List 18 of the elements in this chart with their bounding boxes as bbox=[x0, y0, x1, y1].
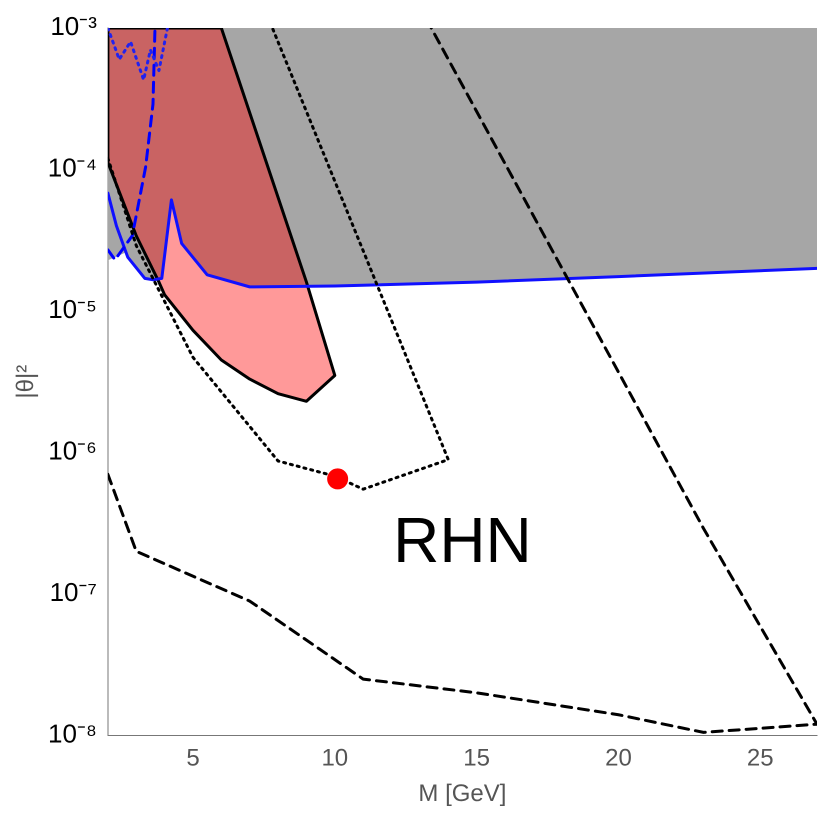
line-series bbox=[108, 28, 156, 262]
y-tick-label: 10⁻⁸ bbox=[48, 718, 97, 749]
y-tick-label: 10⁻⁷ bbox=[50, 577, 97, 608]
x-tick-label: 5 bbox=[186, 744, 200, 772]
line-series bbox=[108, 28, 817, 734]
line-series bbox=[108, 28, 450, 491]
y-tick-label: 10⁻⁵ bbox=[48, 294, 97, 324]
y-tick-label: 10⁻⁴ bbox=[48, 152, 97, 183]
y-axis-title: |θ|² bbox=[12, 364, 40, 399]
x-tick-label: 10 bbox=[321, 744, 348, 772]
y-tick-label: 10⁻³ bbox=[50, 11, 98, 42]
x-tick-label: 20 bbox=[605, 744, 632, 772]
x-tick-label: 25 bbox=[746, 744, 774, 772]
x-axis-title: M [GeV] bbox=[418, 780, 506, 808]
line-series bbox=[108, 28, 169, 82]
y-tick-label: 10⁻⁶ bbox=[48, 436, 97, 466]
x-tick-label: 15 bbox=[463, 744, 490, 772]
annotation: RHN bbox=[393, 504, 532, 576]
